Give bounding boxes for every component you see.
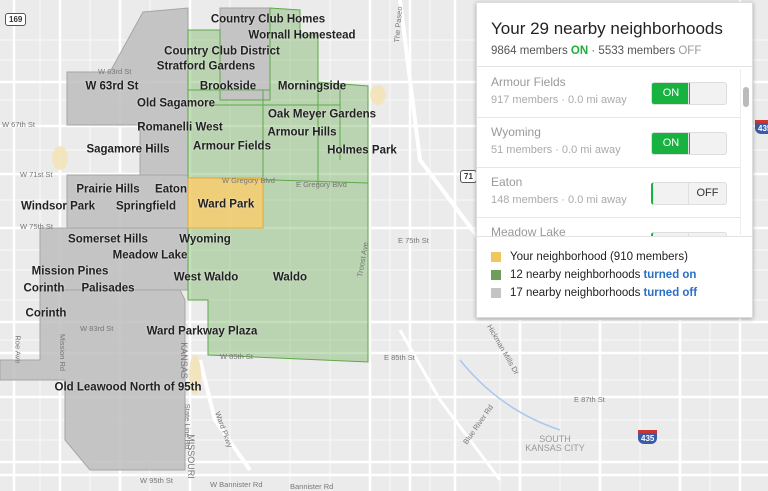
neighborhood-label[interactable]: Holmes Park bbox=[327, 144, 397, 157]
list-item: Eaton 148 members · 0.0 mi away OFF bbox=[477, 168, 741, 218]
neighborhood-label[interactable]: Mission Pines bbox=[31, 265, 109, 278]
neighborhood-label[interactable]: Stratford Gardens bbox=[156, 60, 256, 73]
street-label: W Bannister Rd bbox=[210, 480, 263, 489]
list-item: Meadow Lake bbox=[477, 218, 741, 236]
neighborhood-label[interactable]: Country Club Homes bbox=[210, 13, 326, 26]
street-label: W 75th St bbox=[20, 222, 53, 231]
list-item: Wyoming 51 members · 0.0 mi away ON bbox=[477, 118, 741, 168]
street-label: E 85th St bbox=[384, 353, 415, 362]
street-label: W 83rd St bbox=[80, 324, 114, 333]
toggle-switch[interactable]: OFF bbox=[651, 182, 727, 205]
scrollbar-thumb[interactable] bbox=[743, 87, 749, 107]
street-label: E 87th St bbox=[574, 395, 605, 404]
neighborhood-label[interactable]: Ward Park bbox=[197, 198, 255, 211]
toggle-switch[interactable]: ON bbox=[651, 132, 727, 155]
state-label: KANSAS bbox=[178, 342, 189, 379]
scrollbar[interactable] bbox=[740, 69, 750, 235]
neighborhood-label[interactable]: Romanelli West bbox=[137, 121, 223, 134]
street-label: W 63rd St bbox=[98, 67, 132, 76]
toggle-switch[interactable]: ON bbox=[651, 82, 727, 105]
member-summary: 9864 members ON · 5533 members OFF bbox=[491, 45, 702, 57]
list-item: Armour Fields 917 members · 0.0 mi away … bbox=[477, 68, 741, 118]
neighborhoods-panel: Your 29 nearby neighborhoods 9864 member… bbox=[476, 2, 753, 318]
neighborhood-label[interactable]: West Waldo bbox=[173, 271, 239, 284]
us-route-shield: 169 bbox=[5, 13, 27, 26]
neighborhood-label[interactable]: Prairie Hills bbox=[76, 183, 140, 196]
legend-item-on: 12 nearby neighborhoods turned on bbox=[491, 269, 738, 281]
yellow-square-icon bbox=[491, 252, 501, 262]
street-label: E 75th St bbox=[398, 236, 429, 245]
neighborhood-label[interactable]: Eaton bbox=[155, 183, 187, 196]
neighborhood-label[interactable]: Somerset Hills bbox=[68, 233, 148, 246]
neighborhood-label[interactable]: Old Leawood North of 95th bbox=[54, 381, 202, 394]
neighborhood-label[interactable]: Springfield bbox=[115, 200, 177, 213]
legend: Your neighborhood (910 members) 12 nearb… bbox=[477, 236, 752, 317]
street-label: W 85th St bbox=[220, 352, 253, 361]
state-label: MISSOURI bbox=[185, 434, 196, 479]
neighborhood-list[interactable]: Armour Fields 917 members · 0.0 mi away … bbox=[477, 68, 741, 236]
neighborhood-label[interactable]: Windsor Park bbox=[20, 200, 96, 213]
turned-off-link[interactable]: turned off bbox=[643, 287, 698, 299]
interstate-shield: 435 bbox=[755, 120, 768, 134]
green-square-icon bbox=[491, 270, 501, 280]
street-label: W Gregory Blvd bbox=[222, 176, 275, 185]
neighborhood-label[interactable]: Wornall Homestead bbox=[248, 29, 356, 42]
area-label: SOUTH KANSAS CITY bbox=[525, 434, 585, 453]
interstate-shield: 435 bbox=[638, 430, 658, 444]
street-label: W 71st St bbox=[20, 170, 53, 179]
neighborhood-label[interactable]: Morningside bbox=[277, 80, 347, 93]
neighborhood-label[interactable]: Corinth bbox=[25, 307, 67, 320]
us-route-shield: 71 bbox=[460, 170, 477, 183]
panel-header: Your 29 nearby neighborhoods 9864 member… bbox=[477, 3, 752, 67]
neighborhood-label[interactable]: Corinth bbox=[23, 282, 65, 295]
legend-item-yours: Your neighborhood (910 members) bbox=[491, 251, 738, 263]
your-neighborhood[interactable] bbox=[187, 177, 264, 229]
neighborhood-label[interactable]: Ward Parkway Plaza bbox=[146, 325, 258, 338]
neighborhood-label[interactable]: Meadow Lake bbox=[112, 249, 188, 262]
neighborhood-label[interactable]: Oak Meyer Gardens bbox=[267, 108, 377, 121]
neighborhood-label[interactable]: Waldo bbox=[272, 271, 308, 284]
street-label: W 95th St bbox=[140, 476, 173, 485]
neighborhood-label[interactable]: Sagamore Hills bbox=[86, 143, 170, 156]
street-label: E Gregory Blvd bbox=[296, 180, 347, 189]
street-label: Roe Ave bbox=[13, 335, 23, 364]
street-label: W 67th St bbox=[2, 120, 35, 129]
turned-on-link[interactable]: turned on bbox=[643, 269, 697, 281]
toggle-switch[interactable] bbox=[651, 232, 727, 236]
neighborhood-label[interactable]: Palisades bbox=[81, 282, 135, 295]
neighborhood-label[interactable]: Country Club District bbox=[164, 45, 280, 58]
neighborhood-label[interactable]: Armour Fields bbox=[193, 140, 271, 153]
neighborhood-label[interactable]: Brookside bbox=[199, 80, 257, 93]
legend-item-off: 17 nearby neighborhoods turned off bbox=[491, 287, 738, 299]
neighborhood-label[interactable]: Old Sagamore bbox=[137, 97, 215, 110]
neighborhood-label[interactable]: Wyoming bbox=[179, 233, 231, 246]
street-label: Mission Rd bbox=[58, 333, 68, 372]
street-label: Bannister Rd bbox=[290, 482, 334, 491]
gray-square-icon bbox=[491, 288, 501, 298]
neighborhood-label[interactable]: Armour Hills bbox=[267, 126, 337, 139]
neighborhood-label[interactable]: W 63rd St bbox=[85, 80, 139, 93]
off-neighborhoods[interactable] bbox=[0, 7, 271, 471]
panel-title: Your 29 nearby neighborhoods bbox=[491, 19, 723, 38]
